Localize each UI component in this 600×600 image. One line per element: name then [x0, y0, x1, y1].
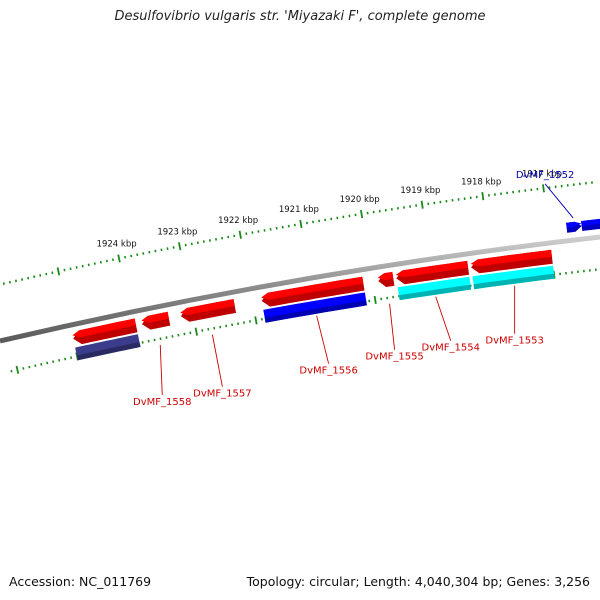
callout-line: [211, 334, 223, 387]
major-tick-inner: [373, 295, 377, 305]
scale-label: 1924 kbp: [97, 240, 137, 250]
gene-label-dvmf_1553[interactable]: DvMF_1553: [485, 336, 543, 347]
gene-dvmf_1557[interactable]: [180, 299, 237, 322]
callout-line: [544, 183, 574, 219]
gene-lower-band-shade: [398, 284, 472, 301]
minor-tick-inner: [22, 367, 25, 370]
scale-label: 1923 kbp: [157, 227, 197, 237]
gene-arrow-highlight: [72, 318, 136, 338]
gene-label-dvmf_1555[interactable]: DvMF_1555: [365, 352, 423, 363]
minor-tick-inner: [64, 357, 67, 361]
major-tick-outer: [542, 184, 545, 193]
minor-tick-outer: [51, 271, 54, 275]
major-tick-outer: [481, 192, 485, 201]
gene-arrow-highlight: [261, 276, 364, 300]
gene-arrow-highlight: [581, 218, 600, 226]
minor-tick-outer: [45, 272, 48, 276]
minor-tick-inner: [28, 365, 31, 369]
genome-summary-text: Topology: circular; Length: 4,040,304 bp…: [246, 574, 590, 589]
gene-label-dvmf_1558[interactable]: DvMF_1558: [133, 397, 191, 408]
major-tick-outer: [360, 209, 364, 219]
gene-arrow-highlight: [395, 260, 469, 278]
gene-lower-band-shade: [264, 300, 367, 323]
major-tick-inner: [254, 316, 258, 325]
scale-label: 1919 kbp: [400, 186, 440, 196]
gene-features: [72, 217, 600, 361]
minor-tick-outer: [63, 268, 66, 272]
minor-tick-outer: [69, 267, 72, 271]
gene-arrow-highlight: [470, 249, 552, 267]
scale-label: 1922 kbp: [218, 216, 258, 226]
minor-tick-inner: [40, 362, 43, 366]
minor-tick-inner: [46, 361, 49, 365]
minor-tick-outer: [39, 274, 42, 277]
gene-label-dvmf_1557[interactable]: DvMF_1557: [193, 389, 251, 400]
gene-arrow-highlight: [377, 271, 394, 281]
gene-label-dvmf_1552[interactable]: DvMF_1552: [516, 170, 574, 181]
scale-label: 1920 kbp: [340, 195, 380, 205]
minor-tick-outer: [81, 264, 84, 268]
minor-tick-outer: [27, 276, 30, 280]
gene-lower-band-shade: [473, 273, 555, 290]
callout-line: [316, 315, 330, 364]
major-tick-outer: [299, 219, 303, 229]
major-tick-outer: [238, 230, 242, 239]
minor-tick-inner: [52, 360, 55, 364]
map-title: Desulfovibrio vulgaris str. 'Miyazaki F'…: [114, 9, 486, 24]
minor-tick-outer: [8, 280, 11, 284]
gene-dvmf_1552[interactable]: [566, 221, 582, 233]
gene-arrow-highlight: [180, 299, 235, 315]
minor-tick-inner: [58, 358, 61, 362]
gene-unlabeled-left-gene[interactable]: [72, 318, 141, 361]
major-tick-outer: [178, 242, 182, 251]
gene-dvmf_1558[interactable]: [141, 311, 171, 330]
minor-tick-outer: [87, 263, 90, 267]
major-tick-outer: [420, 200, 424, 209]
minor-tick-inner: [34, 364, 37, 368]
gene-dvmf_1551[interactable]: [581, 217, 600, 231]
genome-backbone: [0, 234, 600, 344]
callout-line: [389, 303, 396, 350]
gene-lower-band-shade: [76, 342, 141, 361]
callout-line: [159, 344, 163, 395]
minor-tick-outer: [75, 266, 78, 269]
gene-arrow-highlight: [141, 311, 169, 323]
gene-label-dvmf_1556[interactable]: DvMF_1556: [299, 366, 357, 377]
gene-dvmf_1553[interactable]: [470, 249, 555, 290]
minor-tick-inner: [10, 369, 13, 373]
accession-text: Accession: NC_011769: [9, 574, 152, 589]
minor-tick-outer: [33, 275, 36, 279]
minor-tick-outer: [21, 278, 24, 281]
scale-labels: 1917 kbp 1918 kbp 1919 kbp 1920 kbp 1921 kbp…: [97, 169, 562, 249]
gene-callouts: DvMF_1551DvMF_1552DvMF_1553DvMF_1554DvMF…: [133, 170, 574, 408]
scale-label: 1921 kbp: [279, 205, 319, 215]
minor-tick-inner: [70, 356, 73, 360]
outer-scale-ticks: [2, 181, 593, 285]
major-tick-inner: [15, 365, 20, 374]
gene-label-dvmf_1554[interactable]: DvMF_1554: [422, 343, 480, 354]
scale-label: 1918 kbp: [461, 177, 501, 187]
gene-dvmf_1556[interactable]: [261, 276, 367, 323]
gene-dvmf_1555[interactable]: [377, 271, 395, 288]
major-tick-outer: [56, 267, 61, 276]
callout-line: [435, 296, 452, 341]
gene-arrow-highlight: [566, 221, 582, 228]
major-tick-inner: [194, 327, 198, 336]
minor-tick-outer: [14, 279, 18, 283]
minor-tick-outer: [2, 282, 5, 285]
major-tick-outer: [117, 254, 121, 263]
gene-dvmf_1554[interactable]: [395, 260, 472, 301]
scale-label: 1917 kbp: [522, 169, 562, 179]
